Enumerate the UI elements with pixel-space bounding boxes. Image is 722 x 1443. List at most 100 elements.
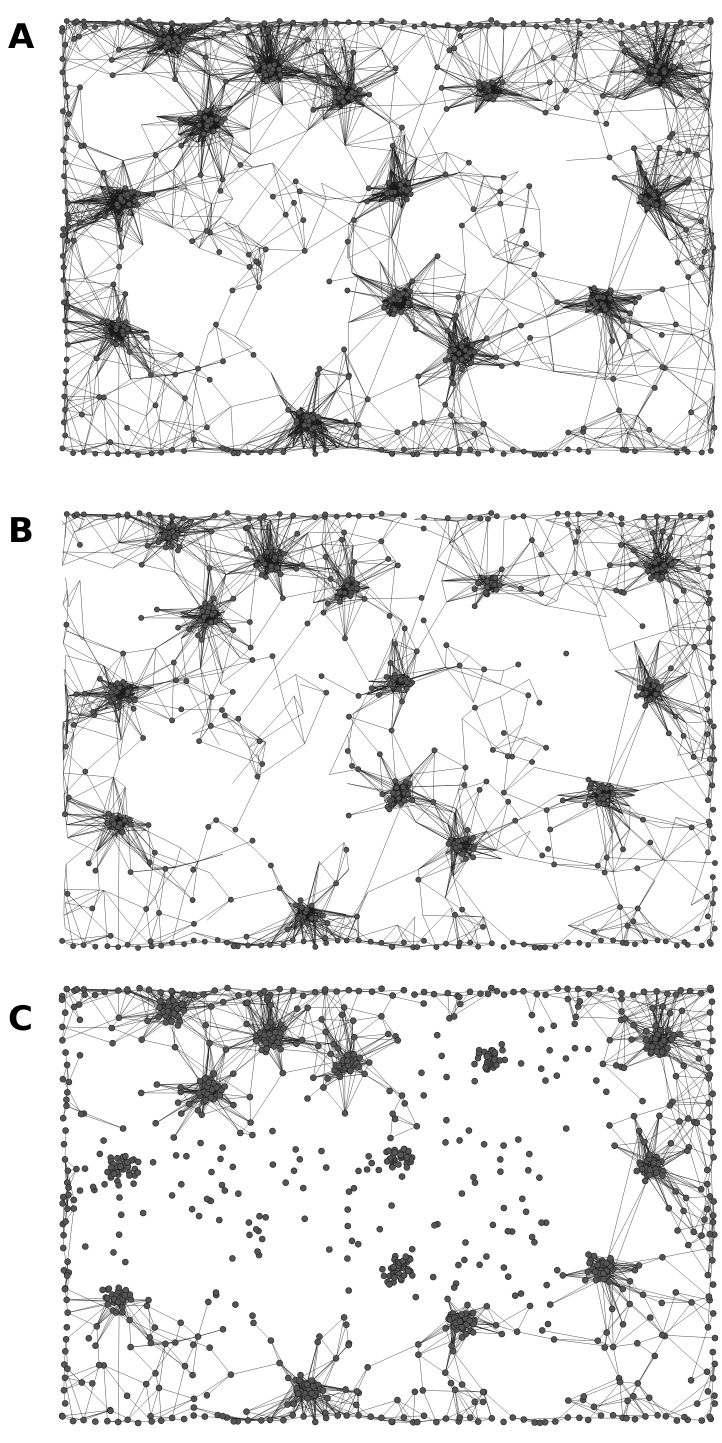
- network-node: [365, 1059, 373, 1066]
- network-node: [601, 1344, 609, 1351]
- network-node: [693, 1400, 701, 1408]
- network-node: [208, 694, 215, 700]
- network-node: [666, 134, 673, 141]
- network-node: [564, 510, 571, 517]
- network-node: [550, 54, 557, 61]
- network-node: [639, 1291, 647, 1299]
- network-node: [124, 511, 131, 518]
- network-node: [607, 294, 613, 301]
- network-node: [564, 1397, 572, 1404]
- network-node: [300, 217, 307, 223]
- network-node: [434, 253, 441, 260]
- network-node: [203, 424, 210, 431]
- network-node: [119, 829, 126, 836]
- network-node: [542, 1077, 549, 1084]
- network-node: [213, 817, 220, 823]
- network-node: [349, 762, 355, 769]
- panel-label-a: A: [8, 17, 35, 57]
- network-node: [221, 1083, 228, 1090]
- network-node: [677, 19, 684, 26]
- network-node: [430, 990, 438, 998]
- network-node: [230, 1417, 237, 1425]
- network-node: [562, 1125, 570, 1132]
- network-node: [643, 60, 650, 66]
- network-node: [466, 1317, 473, 1325]
- network-node: [222, 1046, 230, 1053]
- network-node: [323, 689, 330, 696]
- network-node: [585, 300, 591, 307]
- network-node: [147, 938, 154, 945]
- network-node: [229, 1163, 237, 1171]
- network-node: [649, 568, 656, 575]
- network-node: [62, 1347, 69, 1355]
- network-node: [483, 94, 490, 101]
- network-node: [217, 1155, 224, 1163]
- network-node: [162, 865, 169, 872]
- network-node: [62, 1127, 69, 1134]
- network-node: [205, 1079, 213, 1086]
- network-node: [338, 1011, 346, 1019]
- network-node: [186, 991, 193, 998]
- network-node: [705, 913, 711, 920]
- network-node: [344, 577, 351, 583]
- network-node: [190, 1412, 197, 1419]
- network-node: [613, 587, 620, 594]
- network-node: [318, 673, 325, 679]
- network-node: [603, 120, 610, 127]
- network-node: [705, 1064, 712, 1071]
- network-node: [214, 937, 221, 943]
- network-node: [296, 188, 303, 195]
- network-node: [169, 528, 176, 535]
- network-node: [355, 513, 362, 519]
- network-node: [485, 83, 492, 90]
- network-node: [340, 98, 347, 105]
- network-node: [400, 446, 407, 453]
- network-node: [646, 1314, 654, 1321]
- network-node: [254, 773, 261, 780]
- network-node: [191, 920, 197, 927]
- network-node: [70, 450, 76, 456]
- network-node: [334, 1412, 342, 1419]
- network-node: [704, 1271, 712, 1279]
- network-node: [596, 985, 604, 992]
- network-node: [467, 513, 473, 520]
- network-node: [392, 65, 399, 72]
- network-node: [639, 623, 646, 629]
- network-node: [559, 1272, 567, 1279]
- network-node: [230, 1070, 237, 1077]
- network-node: [62, 159, 69, 166]
- network-node: [395, 1161, 402, 1168]
- network-node: [656, 144, 663, 151]
- network-node: [269, 653, 276, 659]
- network-node: [134, 1158, 142, 1166]
- network-node: [420, 525, 427, 532]
- network-node: [202, 622, 209, 629]
- network-node: [707, 510, 714, 516]
- network-node: [378, 510, 385, 517]
- network-node: [243, 1408, 250, 1416]
- network-node: [712, 860, 718, 866]
- network-node: [219, 707, 225, 713]
- network-node: [168, 1018, 175, 1025]
- network-node: [387, 660, 394, 666]
- network-node: [347, 592, 354, 599]
- network-node: [365, 1153, 373, 1160]
- network-node: [351, 559, 358, 566]
- network-node: [59, 1023, 66, 1031]
- network-node: [500, 1204, 508, 1212]
- network-node: [227, 1371, 235, 1379]
- network-node: [82, 690, 88, 697]
- network-node: [572, 539, 579, 545]
- network-node: [707, 17, 714, 23]
- network-node: [666, 1102, 674, 1109]
- network-node: [73, 691, 80, 697]
- network-node: [500, 730, 507, 736]
- network-node: [335, 77, 341, 84]
- network-node: [414, 1341, 422, 1348]
- network-node: [376, 1225, 384, 1233]
- network-node: [249, 1312, 256, 1320]
- network-edges-a: [61, 19, 716, 456]
- network-node: [198, 1111, 205, 1119]
- network-node: [216, 1092, 224, 1099]
- network-node: [347, 1067, 354, 1074]
